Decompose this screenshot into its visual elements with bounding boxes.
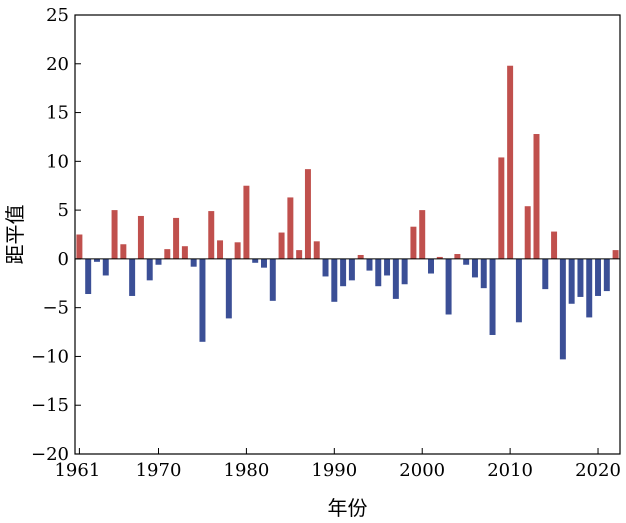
bar-1996 [384,258,391,276]
bar-1983 [269,258,276,301]
bar-1981 [252,258,259,263]
y-tick-label: 10 [46,151,69,172]
bar-1976 [208,211,215,259]
bar-1994 [366,258,373,271]
y-tick-label: 20 [46,54,69,75]
bar-2014 [542,258,549,290]
y-tick-label: −10 [31,346,69,367]
bar-2005 [463,258,470,265]
y-axis: 25 20 15 10 5 0 −5 −10 −15 −20 [31,5,81,465]
bar-2011 [515,258,522,323]
bar-1979 [234,242,241,259]
bar-1988 [313,241,320,259]
x-tick-label: 1980 [224,460,270,481]
bar-1980 [243,185,250,259]
plot-frame [74,14,621,455]
bar-1998 [401,258,408,285]
y-tick-label: −5 [42,298,69,319]
bar-2006 [471,258,478,278]
bar-1975 [199,258,206,342]
bar-1992 [348,258,355,281]
bar-1987 [304,169,311,259]
x-axis: 1961 1970 1980 1990 2000 2010 2020 [54,448,621,481]
x-tick-label: 2010 [487,460,533,481]
y-tick-label: −15 [31,395,69,416]
bar-1986 [296,250,303,259]
bar-1978 [225,258,232,319]
bar-2010 [507,65,514,259]
bar-1964 [102,258,109,276]
bar-1973 [181,246,188,259]
bar-1968 [137,215,144,259]
bar-2007 [480,258,487,289]
bar-2012 [524,206,531,259]
x-tick-label: 1990 [311,460,357,481]
bar-1995 [375,258,382,287]
bar-1993 [357,254,364,259]
bar-2022 [612,250,619,259]
bar-2015 [551,231,558,259]
bars-layer [76,65,619,360]
bar-1985 [287,197,294,259]
bar-2016 [559,258,566,360]
bar-1966 [120,244,127,259]
bar-2004 [454,254,461,259]
bar-1971 [164,249,171,259]
y-tick-label: 0 [58,249,69,270]
x-tick-label: 1961 [54,460,100,481]
y-axis-label: 距平值 [3,205,27,265]
bar-1970 [155,258,162,265]
bar-2017 [568,258,575,304]
bar-2019 [586,258,593,318]
y-tick-label: 5 [58,200,69,221]
x-tick-label: 1970 [136,460,182,481]
y-tick-label: 25 [46,5,69,26]
bar-1967 [129,258,136,296]
bar-1990 [331,258,338,302]
bar-1977 [217,240,224,259]
bar-1962 [85,258,92,295]
bar-1974 [190,258,197,267]
bar-1984 [278,232,285,259]
bar-2002 [436,256,443,259]
x-tick-label: 2000 [399,460,445,481]
x-tick-label: 2020 [575,460,621,481]
bar-2000 [419,210,426,259]
bar-2018 [577,258,584,297]
bar-2020 [595,258,602,296]
bar-2001 [428,258,434,274]
bar-2008 [489,258,496,335]
bar-1965 [111,210,118,259]
bar-2021 [603,258,610,292]
bar-1999 [410,226,417,259]
bar-1997 [392,258,399,299]
bar-2013 [533,134,540,259]
x-axis-label: 年份 [328,496,368,520]
bar-1969 [146,258,153,281]
bar-1989 [322,258,329,277]
bar-1972 [173,217,180,259]
bar-1982 [261,258,267,268]
bar-2009 [498,157,505,259]
bar-1963 [93,258,100,262]
y-tick-label: −20 [31,444,69,465]
bar-1991 [340,258,347,287]
bar-1961 [76,234,83,259]
y-tick-label: 15 [46,103,69,124]
bar-2003 [445,258,452,315]
